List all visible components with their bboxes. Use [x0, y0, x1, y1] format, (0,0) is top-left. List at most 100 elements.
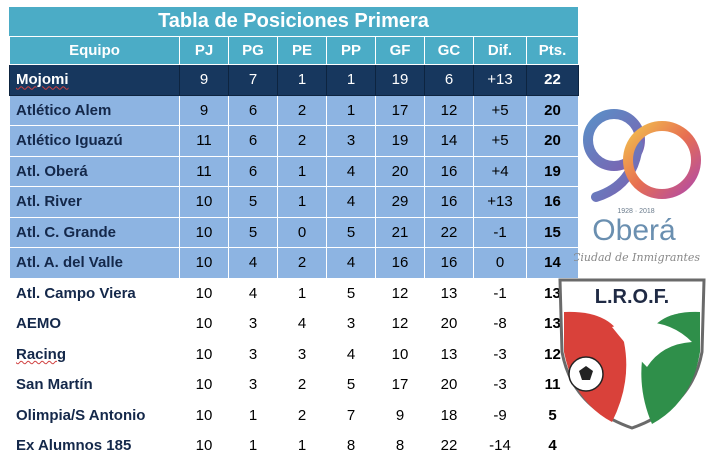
stat-value: 6	[248, 162, 258, 180]
stat-value: 9	[395, 406, 405, 424]
stat-cell: 20	[375, 155, 425, 187]
stat-cell: 1	[277, 155, 327, 187]
stat-value: 15	[544, 223, 561, 241]
stat-value: 19	[391, 132, 409, 150]
stat-cell: 6	[424, 64, 474, 96]
stat-cell: 0	[277, 216, 327, 248]
table-row: Olimpia/S Antonio 10 1 2 7 9 18 -9 5	[9, 399, 579, 431]
column-header: Equipo	[9, 36, 180, 65]
stat-cell: 1	[277, 64, 327, 96]
stat-cell: 3	[228, 338, 278, 370]
stat-cell: -8	[473, 308, 527, 340]
stat-cell: 29	[375, 186, 425, 218]
stat-cell: 1	[228, 399, 278, 431]
stat-cell: 3	[326, 125, 376, 157]
table-row: Ex Alumnos 185 10 1 1 8 8 22 -14 4	[9, 430, 579, 462]
stat-cell: 4	[277, 308, 327, 340]
stat-value: 14	[544, 254, 561, 272]
stat-value: 17	[391, 101, 409, 119]
stat-cell: +4	[473, 155, 527, 187]
header-row: Equipo PJ PG PE PP GF GC Dif. Pts.	[9, 36, 579, 65]
stat-cell: 4	[228, 247, 278, 279]
column-header: GF	[375, 36, 425, 65]
stat-value: 8	[346, 437, 356, 455]
stat-value: 2	[297, 254, 307, 272]
team-name: Atl. Oberá	[16, 162, 88, 180]
stat-value: 3	[346, 315, 356, 333]
stat-value: 7	[346, 406, 356, 424]
stat-cell: +5	[473, 94, 527, 126]
stat-cell: 13	[424, 277, 474, 309]
stat-value: 1	[248, 406, 258, 424]
stat-value: 14	[440, 132, 458, 150]
stat-value: 11	[544, 376, 561, 394]
stat-value: -3	[493, 345, 507, 363]
stat-cell: 12	[424, 94, 474, 126]
stat-cell: 11	[526, 369, 579, 401]
stat-value: 1	[346, 101, 356, 119]
team-name-cell: Atl. Campo Viera	[9, 277, 180, 309]
stat-cell: 19	[526, 155, 579, 187]
stat-cell: 20	[526, 125, 579, 157]
team-name-cell: Atlético Iguazú	[9, 125, 180, 157]
stat-value: 18	[440, 406, 458, 424]
stat-value: 9	[199, 101, 209, 119]
stat-value: 9	[199, 71, 209, 89]
stat-cell: 10	[179, 399, 229, 431]
stat-cell: 18	[424, 399, 474, 431]
stat-value: 6	[248, 132, 258, 150]
team-name-cell: Racing	[9, 338, 180, 370]
team-name-cell: Olimpia/S Antonio	[9, 399, 180, 431]
stat-cell: 4	[228, 277, 278, 309]
stat-cell: 10	[179, 186, 229, 218]
stat-cell: 6	[228, 125, 278, 157]
column-header: GC	[424, 36, 474, 65]
team-name: Atl. C. Grande	[16, 223, 117, 241]
stat-cell: 11	[179, 125, 229, 157]
stat-cell: 4	[326, 186, 376, 218]
stat-value: 10	[195, 193, 213, 211]
stat-value: 4	[248, 284, 258, 302]
column-header: PE	[277, 36, 327, 65]
stat-cell: 0	[473, 247, 527, 279]
stat-value: 1	[297, 71, 307, 89]
table-row: Atlético Iguazú 11 6 2 3 19 14 +5 20	[9, 125, 579, 157]
stat-cell: 20	[424, 308, 474, 340]
stat-cell: 2	[277, 399, 327, 431]
team-name-cell: San Martín	[9, 369, 180, 401]
stat-value: 1	[297, 284, 307, 302]
stat-cell: 20	[424, 369, 474, 401]
stat-cell: 14	[424, 125, 474, 157]
stat-value: 4	[346, 162, 356, 180]
stat-cell: 7	[326, 399, 376, 431]
team-name: San Martín	[16, 376, 93, 394]
stat-value: 22	[544, 71, 561, 89]
stat-value: 20	[440, 376, 458, 394]
column-header: Pts.	[526, 36, 579, 65]
stat-cell: 1	[228, 430, 278, 462]
stat-cell: 12	[375, 308, 425, 340]
stat-cell: 6	[228, 94, 278, 126]
stat-cell: 17	[375, 369, 425, 401]
team-name-cell: Ex Alumnos 185	[9, 430, 180, 462]
stat-value: 10	[195, 315, 213, 333]
stat-cell: 10	[179, 277, 229, 309]
stat-cell: 12	[375, 277, 425, 309]
stat-cell: +13	[473, 64, 527, 96]
stat-cell: 4	[326, 338, 376, 370]
lrof-text: L.R.O.F.	[595, 286, 669, 308]
stat-value: -9	[493, 406, 507, 424]
stat-cell: 1	[277, 277, 327, 309]
stat-value: -1	[493, 284, 507, 302]
stat-value: 19	[544, 162, 561, 180]
stat-value: 10	[391, 345, 409, 363]
stat-cell: 19	[375, 64, 425, 96]
stat-value: 13	[440, 284, 458, 302]
stat-value: 0	[495, 254, 505, 272]
stat-cell: -1	[473, 277, 527, 309]
team-name-cell: Atl. A. del Valle	[9, 247, 180, 279]
stat-value: -3	[493, 376, 507, 394]
team-name-cell: Mojomi	[9, 64, 180, 96]
stat-value: 12	[440, 101, 458, 119]
stat-value: 5	[248, 193, 258, 211]
